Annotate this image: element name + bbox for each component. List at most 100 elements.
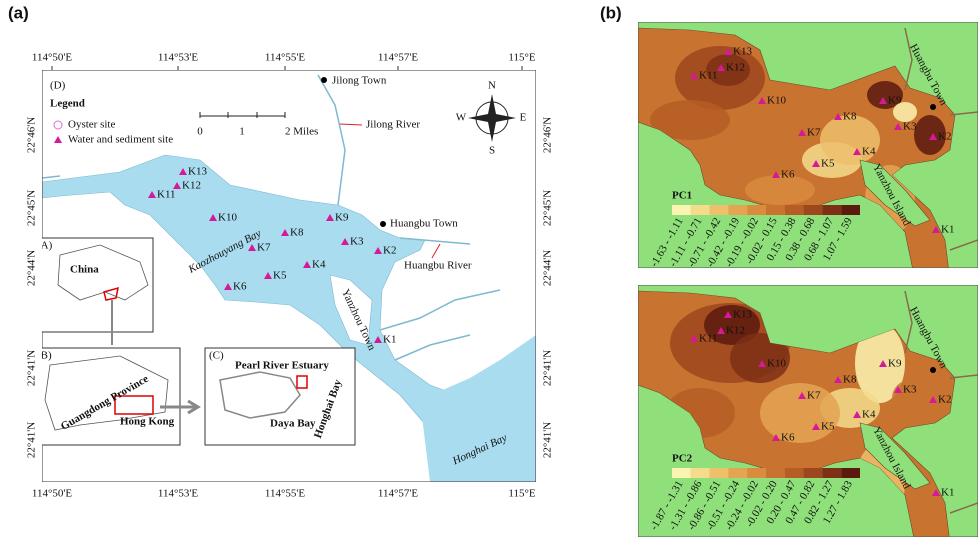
- lon-label: 115°E: [508, 52, 535, 64]
- legend-swatch: [672, 205, 691, 215]
- site-label: K4: [862, 146, 876, 158]
- site-label: K4: [862, 409, 876, 421]
- lon-label: 114°50'E: [32, 488, 72, 500]
- place-label: Jilong River: [366, 119, 420, 131]
- site-label: K10: [767, 358, 786, 370]
- compass-label: N: [488, 80, 496, 92]
- legend-title: PC1: [672, 190, 692, 202]
- lat-label: 22°41'N: [542, 422, 554, 458]
- class-area: [745, 175, 815, 205]
- site-label: K3: [903, 121, 917, 133]
- legend-swatch: [804, 205, 823, 215]
- site-label: K9: [888, 95, 902, 107]
- lat-label: 22°41'N: [26, 422, 38, 458]
- scale-label: 1: [239, 126, 245, 138]
- site-label: K6: [781, 169, 795, 181]
- inset-label: (A): [37, 240, 53, 252]
- site-label: K8: [843, 374, 857, 386]
- pc-map: Huangbu TownYanzhou IslandK1K2K3K4K5K6K7…: [638, 285, 978, 537]
- panel-label: (b): [600, 3, 622, 22]
- inset-text: China: [70, 264, 99, 276]
- panel-label: (a): [8, 3, 29, 22]
- legend-item: Oyster site: [68, 119, 115, 131]
- scale-label: 0: [197, 126, 203, 138]
- site-label: K2: [938, 394, 951, 406]
- site-label: K10: [218, 212, 237, 224]
- compass-label: W: [456, 112, 467, 124]
- lat-label: 22°44'N: [26, 250, 38, 286]
- lat-label: 22°46'N: [26, 117, 38, 153]
- legend-swatch: [766, 468, 785, 478]
- site-label: K7: [807, 127, 821, 139]
- site-label: K12: [726, 62, 745, 74]
- legend-swatch: [822, 468, 841, 478]
- scale-label: 2 Miles: [285, 126, 318, 138]
- legend-title: Legend: [50, 98, 85, 110]
- lat-label: 22°45'N: [542, 190, 554, 226]
- compass-label: E: [520, 112, 527, 124]
- site-label: K11: [699, 70, 718, 82]
- lon-label: 115°E: [508, 488, 535, 500]
- place-label: Huangbu Town: [390, 218, 458, 230]
- inset-text: Pearl River Estuary: [235, 360, 329, 372]
- class-area: [760, 383, 840, 443]
- legend-swatch: [747, 468, 766, 478]
- site-label: K11: [699, 333, 718, 345]
- legend-swatch: [785, 205, 804, 215]
- inset-label: (B): [37, 350, 52, 362]
- site-label: K1: [941, 224, 954, 236]
- site-label: K7: [257, 242, 271, 254]
- legend-swatch: [841, 468, 860, 478]
- site-label: K12: [726, 325, 745, 337]
- lon-label: 114°57'E: [378, 52, 418, 64]
- lon-label: 114°55'E: [265, 52, 305, 64]
- site-label: K7: [807, 390, 821, 402]
- place-label: Huangbu River: [404, 260, 472, 272]
- lon-label: 114°57'E: [378, 488, 418, 500]
- town-dot: [930, 104, 936, 110]
- inset-text: Daya Bay: [270, 418, 316, 430]
- site-label: K9: [335, 212, 349, 224]
- lat-label: 22°46'N: [542, 117, 554, 153]
- lon-label: 114°50'E: [32, 52, 72, 64]
- site-label: K1: [941, 487, 954, 499]
- legend-swatch: [804, 468, 823, 478]
- site-label: K3: [903, 384, 917, 396]
- site-label: K13: [188, 166, 207, 178]
- inset-text: Hong Kong: [120, 416, 175, 428]
- pc-map: Huangbu TownYanzhou IslandK1K2K3K4K5K6K7…: [638, 22, 978, 280]
- site-label: K6: [781, 432, 795, 444]
- legend-swatch: [710, 205, 729, 215]
- site-label: K13: [733, 309, 752, 321]
- legend-swatch: [691, 205, 710, 215]
- site-label: K3: [350, 236, 364, 248]
- place-label: Jilong Town: [332, 75, 387, 87]
- legend-swatch: [710, 468, 729, 478]
- legend-swatch: [766, 205, 785, 215]
- lon-label: 114°53'E: [158, 488, 198, 500]
- compass-label: S: [489, 145, 495, 157]
- site-label: K12: [182, 180, 201, 192]
- site-label: K8: [290, 227, 304, 239]
- legend-swatch: [672, 468, 691, 478]
- legend-swatch: [841, 205, 860, 215]
- lat-label: 22°44'N: [542, 250, 554, 286]
- legend-swatch: [822, 205, 841, 215]
- town-dot: [380, 221, 386, 227]
- lon-label: 114°55'E: [265, 488, 305, 500]
- legend-item: Water and sediment site: [68, 134, 173, 146]
- site-label: K11: [157, 189, 176, 201]
- site-label: K10: [767, 95, 786, 107]
- legend-swatch: [728, 468, 747, 478]
- legend-title: PC2: [672, 453, 693, 465]
- legend-swatch: [691, 468, 710, 478]
- inset-label: (C): [209, 350, 224, 362]
- site-label: K5: [821, 158, 835, 170]
- site-label: K5: [821, 421, 835, 433]
- site-label: K5: [273, 270, 287, 282]
- legend-swatch: [785, 468, 804, 478]
- site-label: K13: [733, 46, 752, 58]
- inset-label: (D): [50, 80, 66, 92]
- figure: (a) (b) (D) Legend Oyster site Water and se…: [0, 0, 978, 537]
